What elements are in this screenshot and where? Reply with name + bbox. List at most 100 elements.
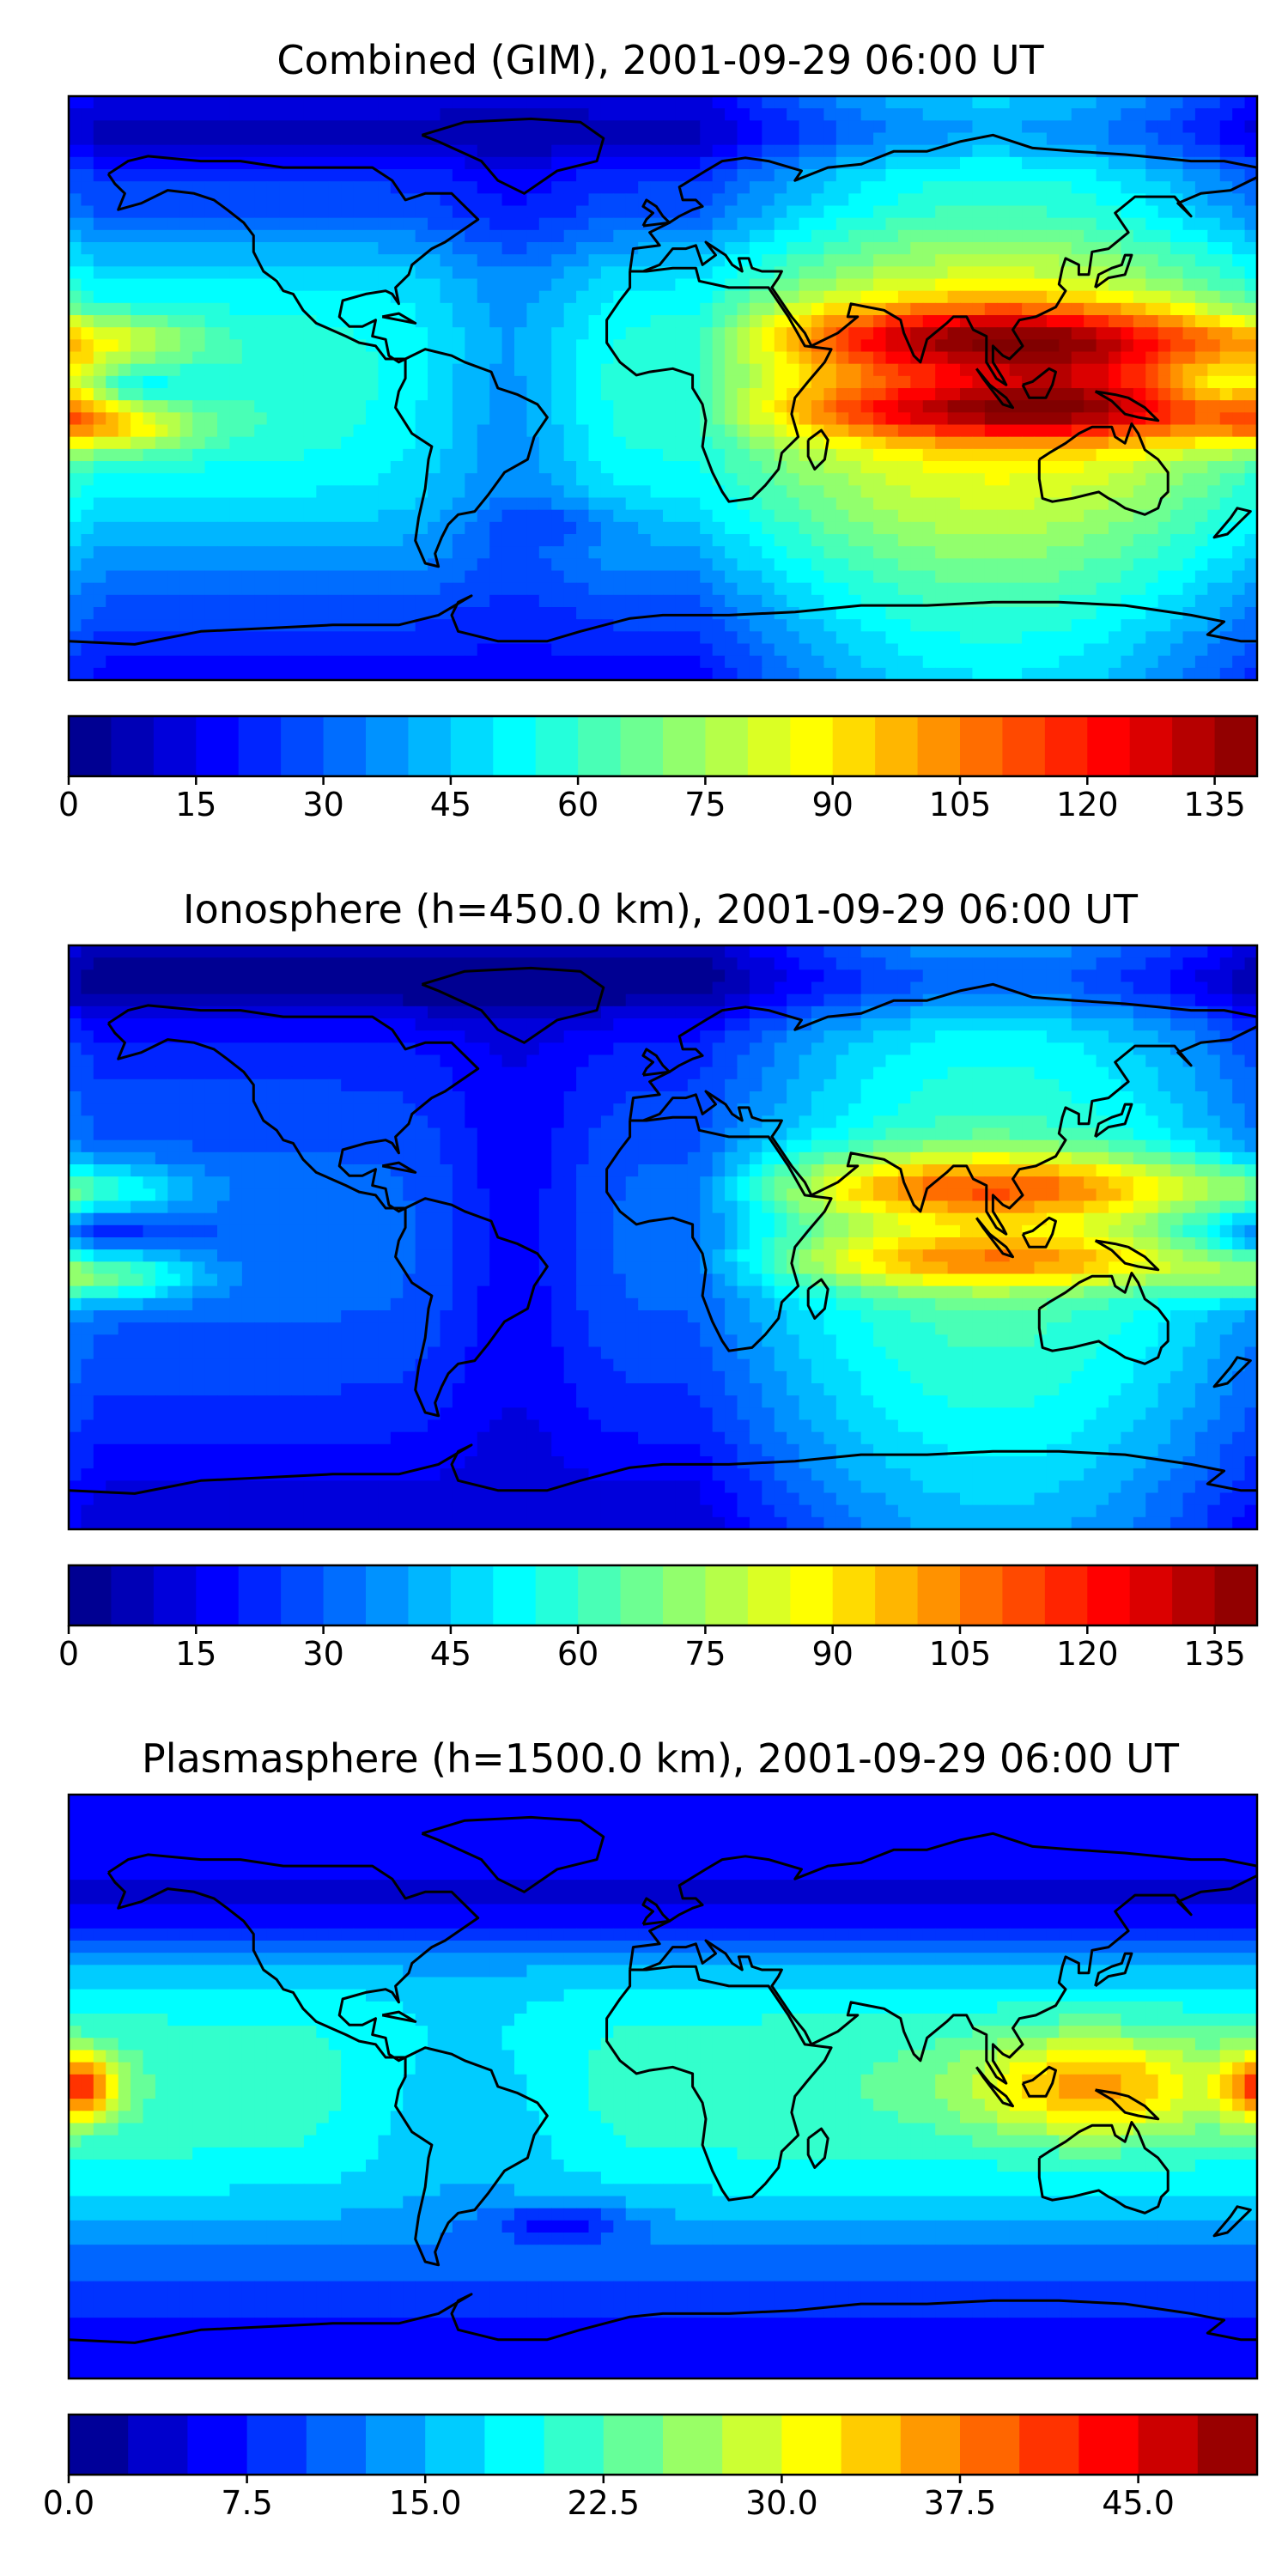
heatmap-cell	[155, 570, 168, 584]
heatmap-cell	[328, 957, 342, 970]
heatmap-cell	[378, 957, 392, 970]
heatmap-cell	[1022, 412, 1036, 426]
heatmap-cell	[353, 388, 367, 401]
heatmap-cell	[81, 315, 94, 328]
heatmap-cell	[613, 945, 627, 958]
heatmap-cell	[811, 278, 825, 292]
heatmap-cell	[279, 96, 293, 109]
heatmap-cell	[1133, 424, 1146, 438]
heatmap-cell	[93, 120, 106, 134]
heatmap-cell	[143, 558, 156, 572]
heatmap-cell	[106, 497, 119, 511]
heatmap-cell	[638, 412, 652, 426]
heatmap-cell	[1034, 631, 1048, 645]
heatmap-cell	[366, 375, 380, 389]
heatmap-cell	[303, 290, 317, 304]
heatmap-cell	[1182, 534, 1196, 547]
coastline	[605, 266, 833, 503]
heatmap-cell	[935, 509, 949, 523]
heatmap-cell	[1232, 448, 1246, 462]
heatmap-cell	[1194, 375, 1208, 389]
heatmap-cell	[960, 205, 974, 219]
heatmap-cell	[675, 302, 689, 316]
heatmap-cell	[823, 631, 837, 645]
heatmap-cell	[341, 181, 355, 194]
heatmap-cell	[1071, 120, 1084, 134]
heatmap-cell	[625, 497, 639, 511]
heatmap-cell	[192, 266, 206, 280]
heatmap-cell	[69, 570, 82, 584]
heatmap-cell	[241, 521, 255, 535]
heatmap-cell	[1194, 424, 1208, 438]
heatmap-cell	[563, 570, 577, 584]
coastline	[1094, 390, 1160, 422]
heatmap-cell	[700, 351, 714, 365]
heatmap-cell	[835, 509, 849, 523]
heatmap-cell	[1157, 667, 1171, 680]
heatmap-cell	[106, 607, 119, 620]
heatmap-cell	[204, 969, 218, 983]
heatmap-cell	[81, 558, 94, 572]
heatmap-cell	[526, 388, 540, 401]
heatmap-cell	[118, 497, 131, 511]
heatmap-cell	[118, 351, 131, 365]
heatmap-cell	[613, 327, 627, 340]
heatmap-cell	[279, 594, 293, 608]
heatmap-cell	[947, 546, 961, 559]
heatmap-cell	[997, 217, 1011, 231]
heatmap-cell	[1244, 582, 1257, 596]
heatmap-cell	[241, 594, 255, 608]
heatmap-cell	[155, 302, 168, 316]
heatmap-cell	[266, 631, 280, 645]
heatmap-cell	[947, 217, 961, 231]
heatmap-cell	[328, 400, 342, 413]
heatmap-cell	[1059, 96, 1072, 109]
heatmap-cell	[1170, 582, 1184, 596]
heatmap-cell	[131, 643, 144, 657]
heatmap-cell	[1022, 655, 1036, 669]
heatmap-cell	[835, 108, 849, 121]
heatmap-cell	[650, 278, 664, 292]
heatmap-cell	[823, 120, 837, 134]
heatmap-cell	[229, 436, 243, 450]
heatmap-cell	[1046, 667, 1060, 680]
heatmap-cell	[341, 655, 355, 669]
heatmap-cell	[712, 120, 726, 134]
heatmap-cell	[1232, 193, 1246, 207]
heatmap-cell	[885, 375, 899, 389]
heatmap-cell	[266, 981, 280, 995]
heatmap-cell	[762, 461, 775, 474]
heatmap-cell	[465, 302, 478, 316]
heatmap-cell	[403, 278, 416, 292]
heatmap-cell	[93, 424, 106, 438]
heatmap-cell	[266, 473, 280, 486]
heatmap-cell	[972, 108, 986, 121]
heatmap-cell	[712, 388, 726, 401]
heatmap-cell	[1170, 278, 1184, 292]
heatmap-cell	[291, 981, 305, 995]
heatmap-cell	[835, 193, 849, 207]
heatmap-cell	[440, 254, 453, 267]
heatmap-cell	[551, 363, 565, 377]
heatmap-cell	[118, 242, 131, 255]
heatmap-cell	[1145, 302, 1159, 316]
heatmap-cell	[415, 302, 428, 316]
heatmap-cell	[403, 327, 416, 340]
heatmap-cell	[167, 363, 181, 377]
heatmap-cell	[106, 448, 119, 462]
heatmap-cell	[465, 290, 478, 304]
heatmap-cell	[625, 412, 639, 426]
heatmap-cell	[254, 655, 268, 669]
heatmap-cell	[1034, 448, 1048, 462]
heatmap-cell	[712, 193, 726, 207]
heatmap-cell	[501, 217, 515, 231]
heatmap-cell	[291, 631, 305, 645]
heatmap-cell	[997, 534, 1011, 547]
heatmap-cell	[143, 217, 156, 231]
heatmap-cell	[229, 945, 243, 958]
heatmap-cell	[291, 594, 305, 608]
heatmap-cell	[279, 242, 293, 255]
heatmap-cell	[192, 509, 206, 523]
heatmap-cell	[600, 534, 614, 547]
heatmap-cell	[787, 290, 800, 304]
